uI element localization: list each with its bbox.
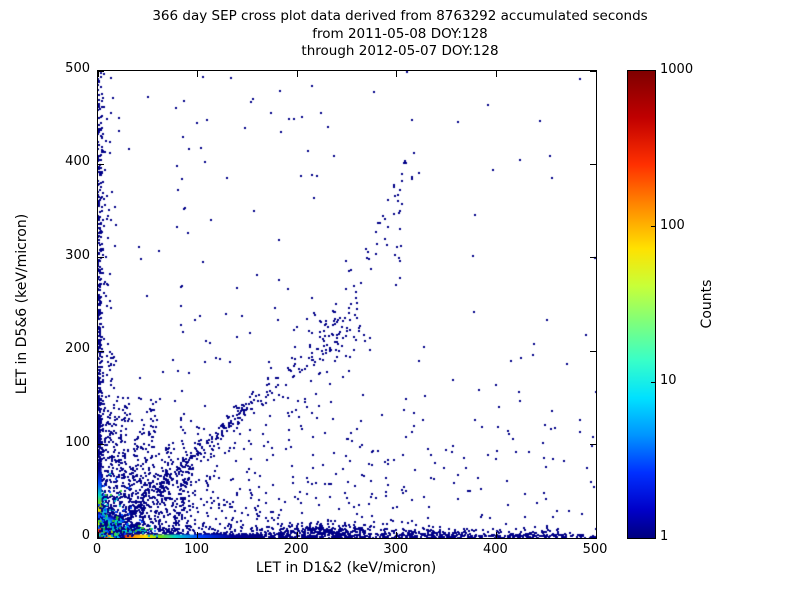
x-tick-label: 500 <box>582 542 608 557</box>
y-tick-label: 100 <box>65 434 90 450</box>
y-tick-mark <box>98 444 104 446</box>
colorbar-label: Counts <box>699 279 715 329</box>
x-tick-mark <box>495 532 497 538</box>
colorbar-tick-mark <box>651 381 655 383</box>
x-tick-label: 0 <box>92 542 102 557</box>
chart-title: 366 day SEP cross plot data derived from… <box>0 8 800 61</box>
y-axis-label: LET in D5&6 (keV/micron) <box>14 213 30 395</box>
y-tick-mark <box>590 163 596 165</box>
scatter-canvas <box>98 71 596 538</box>
y-tick-mark <box>590 257 596 259</box>
y-tick-label: 400 <box>65 154 90 170</box>
plot-area <box>97 70 597 539</box>
x-tick-label: 400 <box>482 542 508 557</box>
y-tick-mark <box>98 257 104 259</box>
x-tick-mark <box>595 71 597 77</box>
x-tick-mark <box>595 532 597 538</box>
y-tick-mark <box>590 70 596 72</box>
x-tick-label: 200 <box>283 542 309 557</box>
y-tick-mark <box>98 350 104 352</box>
x-tick-mark <box>296 71 298 77</box>
y-tick-label: 300 <box>65 247 90 263</box>
y-tick-mark <box>590 537 596 539</box>
x-tick-label: 300 <box>383 542 409 557</box>
x-tick-mark <box>97 532 99 538</box>
y-tick-label: 200 <box>65 341 90 357</box>
y-tick-label: 0 <box>81 528 90 543</box>
colorbar-tick-label: 100 <box>660 217 685 233</box>
x-tick-mark <box>197 532 199 538</box>
x-tick-label: 100 <box>184 542 210 557</box>
chart-title-line1: 366 day SEP cross plot data derived from… <box>152 8 648 24</box>
y-tick-mark <box>590 350 596 352</box>
colorbar-tick-label: 10 <box>660 373 677 389</box>
colorbar <box>627 70 656 539</box>
x-tick-mark <box>97 71 99 77</box>
x-axis-label: LET in D1&2 (keV/micron) <box>255 560 437 576</box>
x-tick-mark <box>197 71 199 77</box>
x-tick-mark <box>495 71 497 77</box>
y-tick-label: 500 <box>65 61 90 76</box>
y-tick-mark <box>590 444 596 446</box>
chart-title-line3: through 2012-05-07 DOY:128 <box>301 43 499 59</box>
colorbar-tick-mark <box>651 226 655 228</box>
y-tick-mark <box>98 70 104 72</box>
x-tick-mark <box>296 532 298 538</box>
colorbar-tick-label: 1000 <box>660 62 694 77</box>
y-tick-mark <box>98 537 104 539</box>
x-tick-mark <box>396 71 398 77</box>
chart-title-line2: from 2011-05-08 DOY:128 <box>312 25 488 42</box>
y-tick-mark <box>98 163 104 165</box>
colorbar-tick-label: 1 <box>660 529 669 544</box>
x-tick-mark <box>396 532 398 538</box>
